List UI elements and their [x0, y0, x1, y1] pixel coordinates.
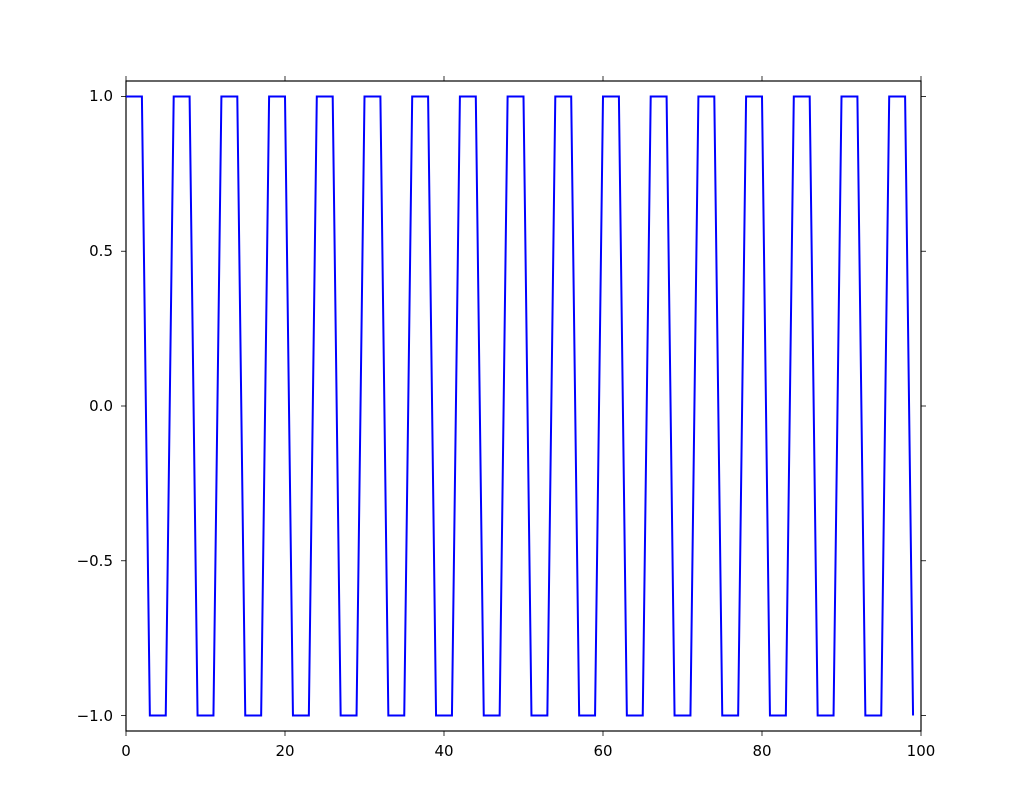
chart-axes [126, 81, 921, 731]
xtick-label: 80 [752, 742, 771, 760]
xtick-label: 100 [907, 742, 936, 760]
series-line [126, 96, 913, 715]
ytick-label: 0.5 [89, 242, 113, 260]
chart-svg [126, 81, 921, 731]
xtick-label: 60 [593, 742, 612, 760]
xtick-label: 20 [275, 742, 294, 760]
ytick-label: 1.0 [89, 87, 113, 105]
axes-frame [126, 81, 921, 731]
ytick-label: −0.5 [77, 552, 113, 570]
figure: 0 20 40 60 80 100 −1.0 −0.5 0.0 0.5 1.0 [0, 0, 1012, 812]
ytick-label: 0.0 [89, 397, 113, 415]
xtick-label: 0 [121, 742, 131, 760]
xtick-label: 40 [434, 742, 453, 760]
ytick-label: −1.0 [77, 707, 113, 725]
